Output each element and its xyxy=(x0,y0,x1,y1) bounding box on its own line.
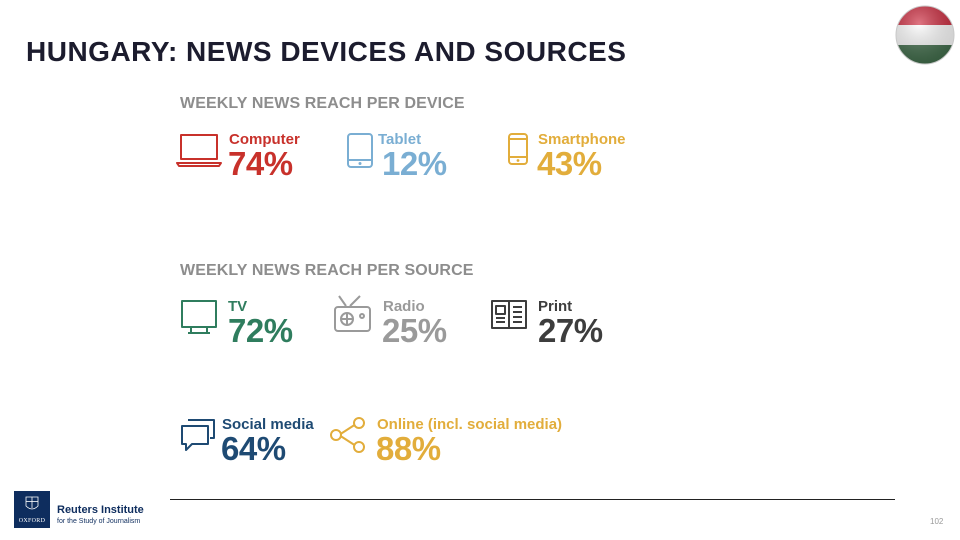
reuters-institute-logo: OXFORD Reuters Institute for the Study o… xyxy=(14,491,164,531)
footer-divider xyxy=(170,499,895,500)
online-label: Online (incl. social media) xyxy=(377,416,563,433)
tablet-icon xyxy=(347,133,373,168)
social-media-value: 64% xyxy=(221,430,286,467)
print-value: 27% xyxy=(538,312,603,349)
radio-label: Radio xyxy=(383,298,425,315)
device-section-heading: WEEKLY NEWS REACH PER DEVICE xyxy=(180,95,465,112)
stat-tv: TV 72% xyxy=(180,298,320,358)
smartphone-value: 43% xyxy=(537,145,602,182)
smartphone-label: Smartphone xyxy=(538,131,626,148)
tablet-label: Tablet xyxy=(378,131,422,148)
oxford-crest-icon: OXFORD xyxy=(14,491,50,528)
stat-social-media: Social media 64% xyxy=(180,416,330,476)
laptop-icon xyxy=(176,134,222,167)
stat-radio: Radio 25% xyxy=(333,294,483,354)
smartphone-icon xyxy=(508,133,528,165)
stat-smartphone: Smartphone 43% xyxy=(507,131,637,191)
org-subtitle: for the Study of Journalism xyxy=(57,518,141,525)
stat-tablet: Tablet 12% xyxy=(346,131,476,191)
stat-online: Online (incl. social media) 88% xyxy=(329,416,579,476)
slide-title: HUNGARY: NEWS DEVICES AND SOURCES xyxy=(26,36,627,67)
org-name: Reuters Institute xyxy=(57,504,144,516)
computer-label: Computer xyxy=(229,131,300,148)
page-number: 102 xyxy=(930,517,944,526)
tv-value: 72% xyxy=(228,312,293,349)
oxford-mark-text: OXFORD xyxy=(18,518,46,524)
chat-bubbles-icon xyxy=(181,419,215,451)
source-section-heading: WEEKLY NEWS REACH PER SOURCE xyxy=(180,262,474,279)
share-icon xyxy=(330,417,365,453)
tv-label: TV xyxy=(228,298,248,315)
stat-computer: Computer 74% xyxy=(176,131,326,191)
online-value: 88% xyxy=(376,430,441,467)
computer-value: 74% xyxy=(228,145,293,182)
radio-value: 25% xyxy=(382,312,447,349)
social-media-label: Social media xyxy=(222,416,314,433)
tablet-value: 12% xyxy=(382,145,447,182)
tv-icon xyxy=(181,300,217,334)
stat-print: Print 27% xyxy=(490,298,630,358)
newspaper-icon xyxy=(491,300,527,329)
radio-icon xyxy=(334,295,371,332)
print-label: Print xyxy=(538,298,573,315)
hungary-flag-icon xyxy=(895,5,955,65)
